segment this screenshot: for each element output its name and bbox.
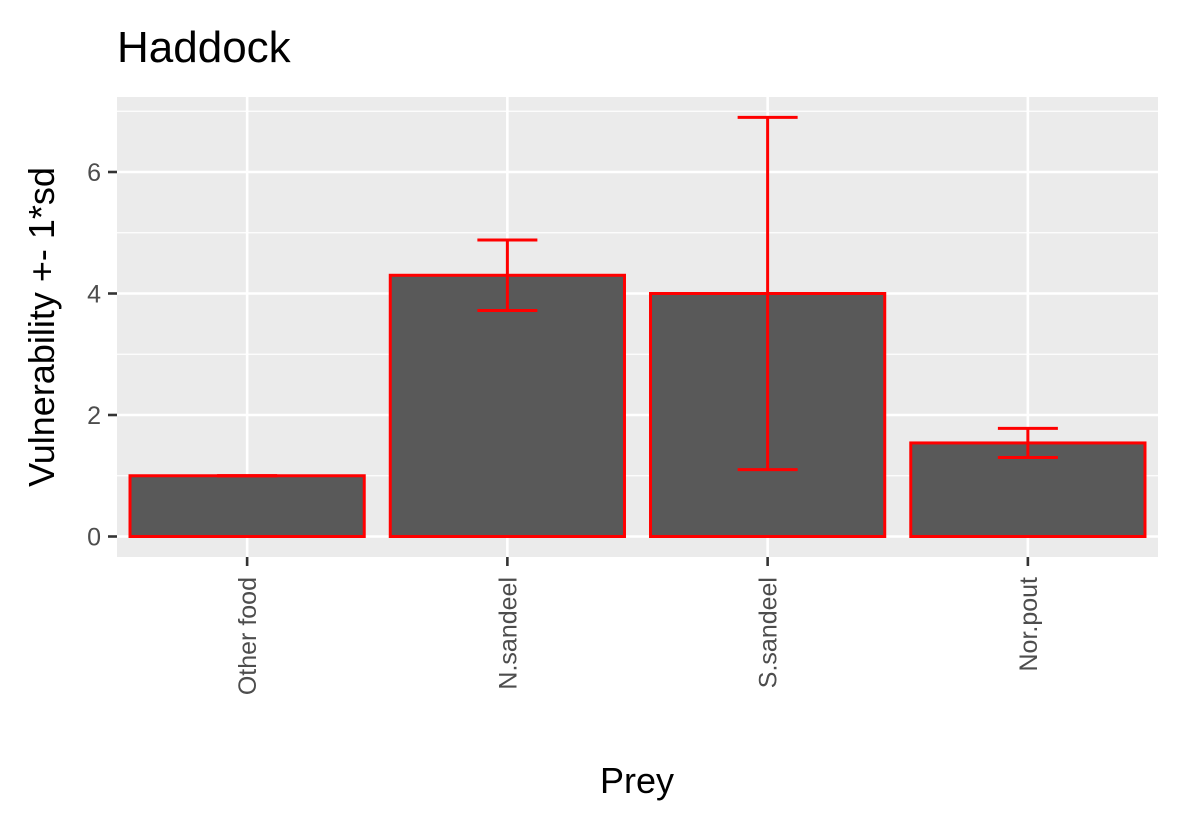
x-axis-title: Prey — [600, 760, 674, 801]
x-tick-label: Nor.pout — [1015, 577, 1043, 672]
chart-title: Haddock — [117, 23, 292, 72]
y-axis: 0 2 4 6 — [87, 159, 117, 552]
error-bar — [997, 426, 1058, 460]
y-tick-label: 6 — [87, 159, 101, 187]
error-bars — [217, 115, 1058, 478]
bar-other-food — [128, 474, 366, 538]
error-bar — [737, 115, 798, 472]
x-tick-label: N.sandeel — [494, 577, 522, 690]
y-tick-label: 2 — [87, 402, 101, 430]
bar-n-sandeel — [388, 273, 626, 538]
y-tick-label: 4 — [87, 281, 101, 309]
y-axis-title: Vulnerability +- 1*sd — [21, 167, 62, 487]
x-tick-label: S.sandeel — [755, 577, 783, 688]
y-tick-label: 0 — [87, 524, 101, 552]
x-tick-label: Other food — [234, 577, 262, 695]
x-axis: Other food N.sandeel S.sandeel Nor.pout — [234, 557, 1043, 695]
error-bar — [477, 238, 538, 313]
bars — [128, 273, 1147, 539]
